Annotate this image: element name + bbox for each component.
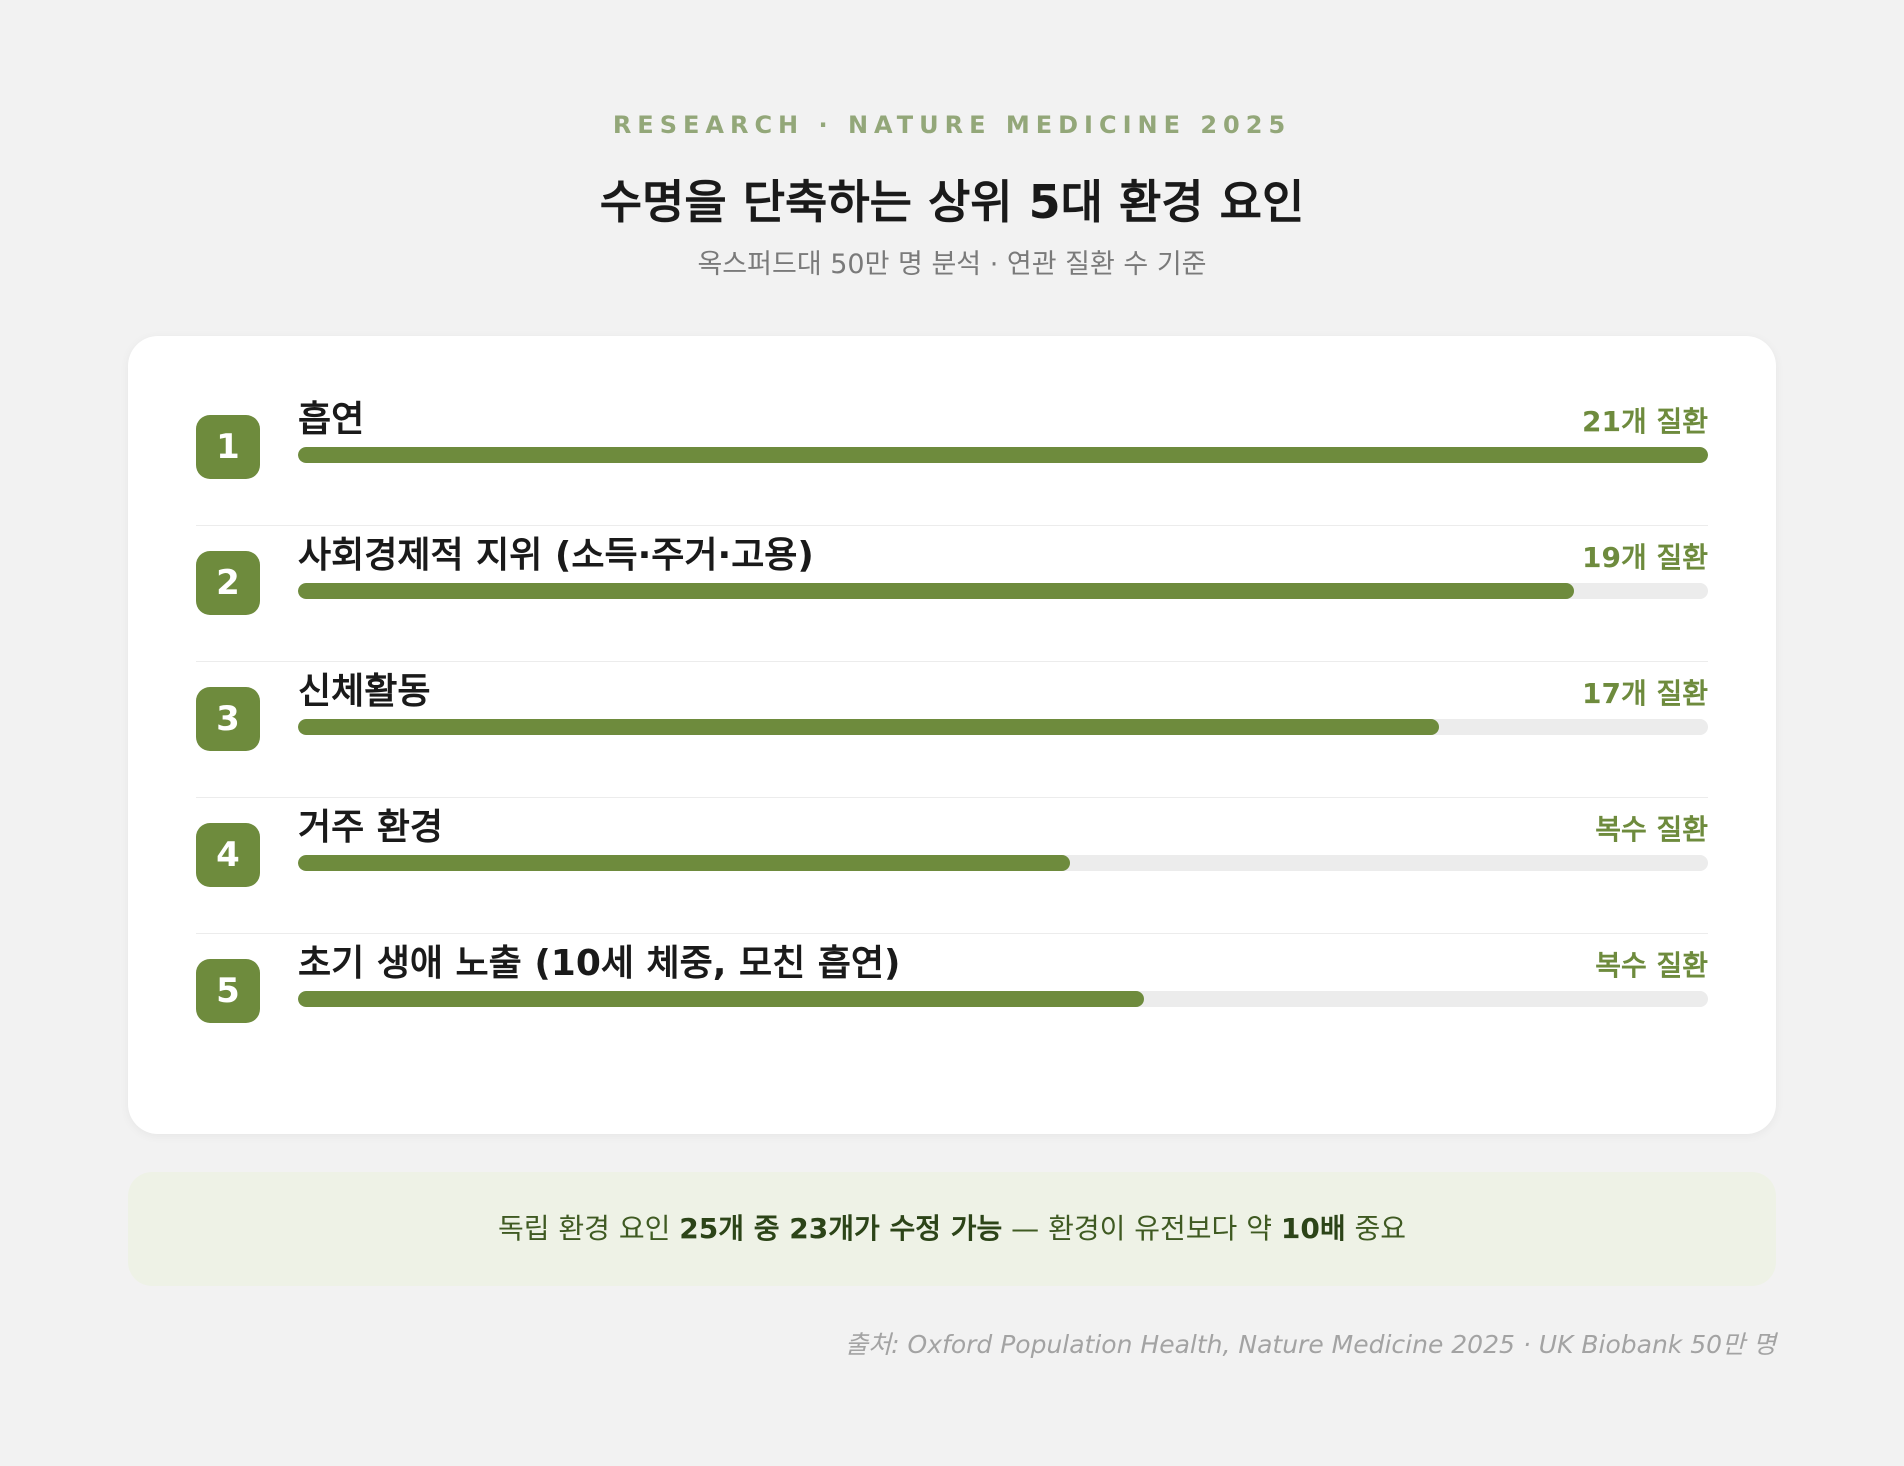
bar-fill <box>298 855 1071 871</box>
rank-badge: 4 <box>196 823 260 887</box>
row-divider <box>196 661 1708 662</box>
factor-row: 5 초기 생애 노출 (10세 체중, 모친 흡연) 복수 질환 <box>196 934 1708 1070</box>
row-divider <box>196 933 1708 934</box>
rank-badge: 1 <box>196 415 260 479</box>
bar-fill <box>298 583 1574 599</box>
callout-highlight-2: 10배 <box>1280 1212 1346 1245</box>
disease-count-label: 17개 질환 <box>1582 677 1708 710</box>
disease-count-label: 복수 질환 <box>1595 949 1708 982</box>
summary-callout: 독립 환경 요인 25개 중 23개가 수정 가능 — 환경이 유전보다 약 1… <box>128 1172 1776 1286</box>
factor-label: 흡연 <box>298 399 365 440</box>
factor-row: 3 신체활동 17개 질환 <box>196 662 1708 798</box>
chart-title: 수명을 단축하는 상위 5대 환경 요인 <box>599 175 1305 229</box>
bar-track <box>298 855 1708 871</box>
rank-badge: 5 <box>196 959 260 1023</box>
disease-count-label: 21개 질환 <box>1582 405 1708 438</box>
bar-track <box>298 719 1708 735</box>
source-note: 출처: Oxford Population Health, Nature Med… <box>845 1330 1776 1359</box>
bar-fill <box>298 991 1144 1007</box>
factor-row: 4 거주 환경 복수 질환 <box>196 798 1708 934</box>
factor-label: 신체활동 <box>298 671 431 712</box>
ranking-card: 1 흡연 21개 질환 2 사회경제적 지위 (소득·주거·고용) 19개 질환 3 신체활동… <box>128 336 1776 1134</box>
bar-track <box>298 447 1708 463</box>
factor-label: 거주 환경 <box>298 807 444 848</box>
bar-track <box>298 991 1708 1007</box>
rank-badge: 2 <box>196 551 260 615</box>
disease-count-label: 19개 질환 <box>1582 541 1708 574</box>
row-divider <box>196 525 1708 526</box>
chart-subtitle: 옥스퍼드대 50만 명 분석 · 연관 질환 수 기준 <box>697 249 1207 280</box>
callout-text-1: 독립 환경 요인 <box>497 1212 680 1245</box>
rank-badge: 3 <box>196 687 260 751</box>
factor-label: 초기 생애 노출 (10세 체중, 모친 흡연) <box>298 943 901 984</box>
disease-count-label: 복수 질환 <box>1595 813 1708 846</box>
callout-text-3: 중요 <box>1345 1212 1407 1245</box>
bar-track <box>298 583 1708 599</box>
factor-row: 1 흡연 21개 질환 <box>196 390 1708 526</box>
factor-label: 사회경제적 지위 (소득·주거·고용) <box>298 535 814 576</box>
callout-highlight-1: 25개 중 23개가 수정 가능 <box>679 1212 1003 1245</box>
eyebrow-label: RESEARCH · NATURE MEDICINE 2025 <box>612 111 1292 139</box>
factor-row: 2 사회경제적 지위 (소득·주거·고용) 19개 질환 <box>196 526 1708 662</box>
row-divider <box>196 797 1708 798</box>
bar-fill <box>298 447 1708 463</box>
bar-fill <box>298 719 1440 735</box>
callout-text-2: — 환경이 유전보다 약 <box>1002 1212 1281 1245</box>
